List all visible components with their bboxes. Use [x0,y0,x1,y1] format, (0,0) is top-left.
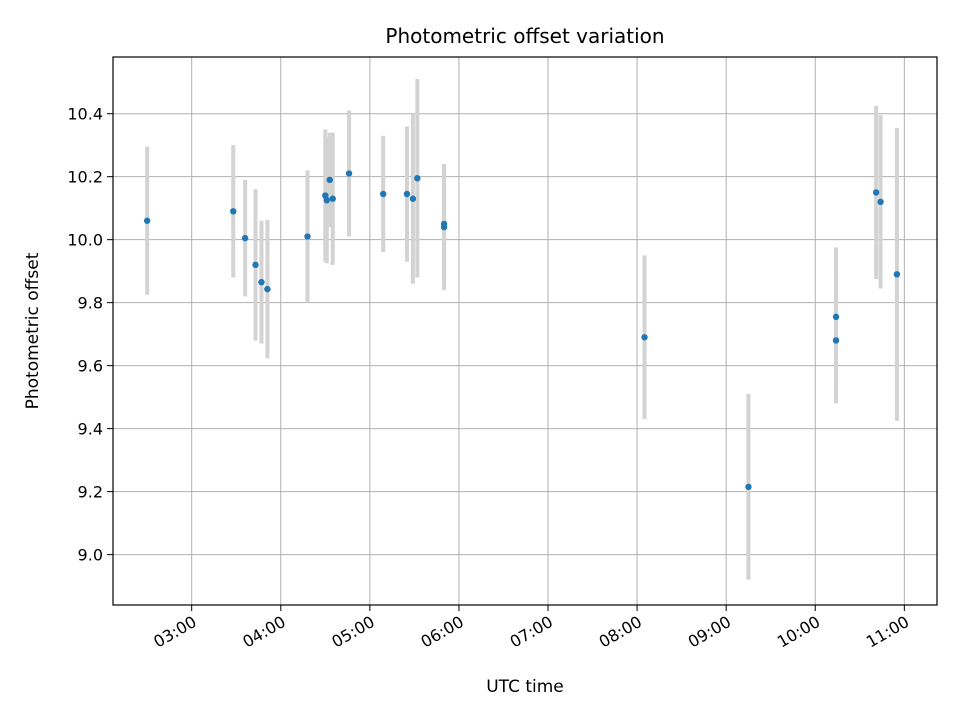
plot-area [113,57,937,605]
data-point [893,271,901,278]
y-tick-label: 9.4 [78,420,103,439]
data-point [329,195,336,202]
data-point [403,190,411,198]
y-tick-label: 10.2 [67,168,103,187]
data-point [409,195,417,202]
data-point [440,223,448,231]
plot-frame [112,56,938,606]
y-tick-label: 9.2 [78,483,103,502]
y-axis-label: Photometric offset [23,252,43,409]
grid [113,57,937,605]
y-tick-label: 9.8 [78,294,103,313]
data-point [745,483,752,491]
y-tick-label: 9.0 [78,546,103,565]
data-point [252,261,259,269]
data-point [241,234,249,242]
data-point [832,313,840,321]
data-point [380,190,387,198]
data-point [230,208,237,215]
data-point [641,334,648,341]
y-tick-label: 10.4 [67,105,103,124]
data-point [143,217,151,224]
y-axis: 9.0 9.2 9.4 9.6 9.8 10.0 10.2 10.4 [67,105,113,565]
y-tick-label: 9.6 [78,357,103,376]
x-axis-label: UTC time [486,677,564,697]
data-point [326,176,333,184]
data-point [258,278,265,286]
data-point [832,337,840,344]
data-point [304,233,311,240]
data-point [877,198,884,206]
y-tick-label: 10.0 [67,231,103,250]
data-point [872,189,880,196]
data-point [264,285,271,293]
data-point [345,170,353,177]
data-point [414,175,421,182]
chart-title: Photometric offset variation [385,24,664,48]
data-point [323,197,330,204]
data-points [143,170,901,491]
